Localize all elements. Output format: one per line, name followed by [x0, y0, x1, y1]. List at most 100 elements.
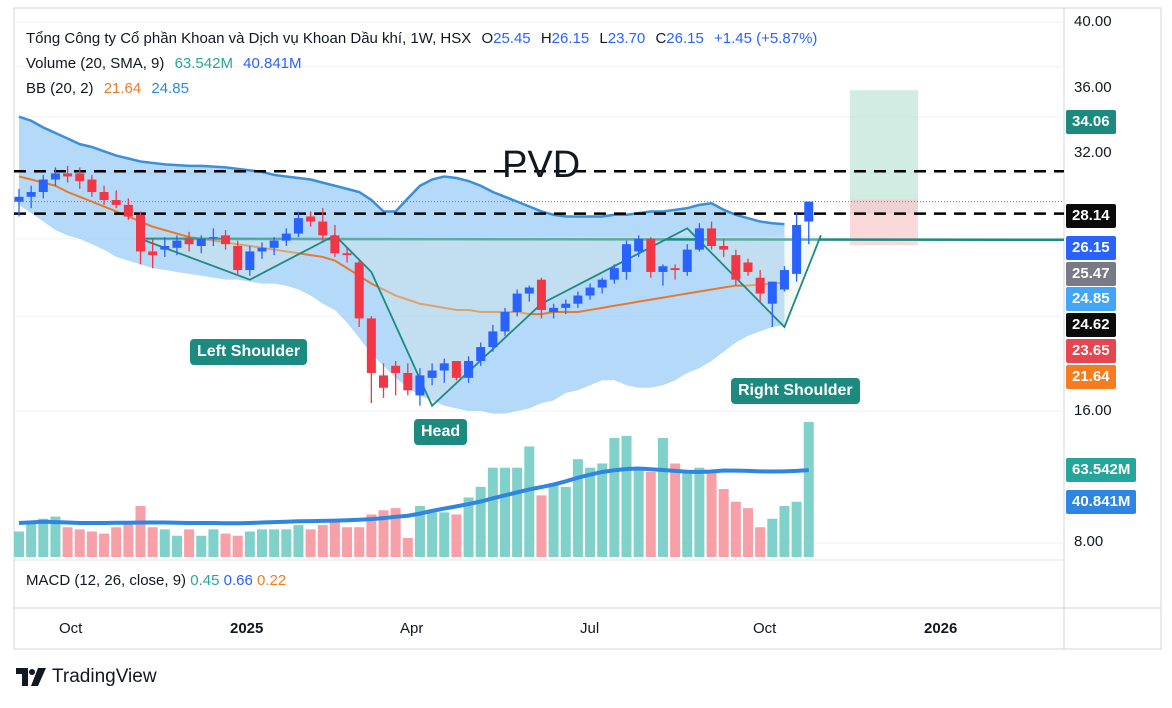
- bb-basis-value: 21.64: [103, 80, 142, 97]
- volume-sma-value: 40.841M: [243, 55, 302, 72]
- candle-body: [658, 266, 668, 272]
- volume-bar: [159, 529, 170, 557]
- symbol-info-line: Tổng Công ty Cổ phần Khoan và Dịch vụ Kh…: [26, 30, 817, 47]
- volume-bar: [354, 527, 365, 557]
- resistance-price-badge: 28.14: [1066, 204, 1116, 228]
- x-tick-label: Oct: [753, 620, 777, 637]
- candle-body: [767, 281, 777, 304]
- y-tick-label: 36.00: [1074, 79, 1112, 96]
- y-tick-label: 16.00: [1074, 402, 1112, 419]
- candle-body: [694, 228, 704, 250]
- volume-bar: [38, 518, 49, 557]
- candle-body: [755, 277, 765, 294]
- open-label: O: [481, 30, 494, 47]
- candle-body: [670, 268, 680, 271]
- volume-bar: [111, 527, 122, 557]
- volume-bar: [390, 508, 401, 557]
- bb-upper-price-badge: 24.85: [1066, 287, 1116, 311]
- candle-body: [379, 375, 388, 388]
- candle-body: [318, 221, 328, 236]
- low-value: 23.70: [607, 30, 646, 47]
- x-tick-label: Oct: [59, 620, 83, 637]
- volume-bar: [451, 514, 462, 557]
- volume-bar: [718, 488, 729, 557]
- y-tick-label: 8.00: [1074, 533, 1104, 550]
- chart-border: [13, 7, 1162, 650]
- candle-body: [196, 238, 206, 247]
- volume-bar: [86, 531, 97, 557]
- candle-body: [160, 246, 170, 250]
- candle-body: [427, 370, 437, 378]
- volume-bar: [171, 535, 182, 557]
- bb-label[interactable]: BB (20, 2): [26, 80, 94, 97]
- volume-bar: [366, 514, 377, 557]
- candle-body: [281, 233, 291, 241]
- candle-body: [148, 251, 158, 256]
- candle-body: [293, 218, 303, 234]
- macd-value: 0.45: [190, 572, 220, 589]
- stop-price-badge: 23.65: [1066, 339, 1116, 363]
- volume-bar: [342, 527, 353, 557]
- macd-label[interactable]: MACD (12, 26, close, 9): [26, 572, 187, 589]
- candle-body: [682, 249, 692, 272]
- volume-bar: [500, 467, 510, 557]
- macd-info-line: MACD (12, 26, close, 9) 0.45 0.66 0.22: [26, 572, 286, 589]
- high-value: 26.15: [551, 30, 590, 47]
- volume-label[interactable]: Volume (20, SMA, 9): [26, 55, 165, 72]
- volume-bar: [560, 486, 571, 557]
- volume-bar: [281, 529, 292, 557]
- candle-body: [476, 347, 486, 361]
- x-tick-label: Apr: [400, 620, 424, 637]
- candle-body: [779, 270, 789, 290]
- volume-bar: [196, 535, 207, 557]
- volume-bar: [329, 520, 340, 557]
- volume-bar: [633, 469, 644, 557]
- volume-info-line: Volume (20, SMA, 9) 63.542M 40.841M: [26, 55, 302, 72]
- candle-body: [38, 179, 48, 193]
- candle-body: [512, 293, 522, 313]
- bb-upper-value: 24.85: [151, 80, 189, 97]
- volume-bar: [135, 505, 146, 557]
- candle-body: [50, 173, 60, 180]
- candle-body: [172, 240, 182, 248]
- candle-body: [536, 279, 546, 310]
- candle-body: [330, 235, 340, 254]
- volume-bar: [62, 527, 73, 557]
- candle-body: [804, 201, 814, 222]
- volume-price-badge: 63.542M: [1066, 458, 1137, 482]
- symbol-title[interactable]: Tổng Công ty Cổ phần Khoan và Dịch vụ Kh…: [26, 30, 472, 47]
- left-shoulder-label[interactable]: Left Shoulder: [190, 339, 308, 365]
- volume-bar: [269, 529, 280, 557]
- open-value: 25.45: [493, 30, 531, 47]
- candle-body: [403, 372, 413, 391]
- candle-body: [634, 238, 644, 252]
- right-shoulder-label[interactable]: Right Shoulder: [731, 378, 860, 404]
- volume-bar: [74, 529, 85, 557]
- x-tick-label: Jul: [580, 620, 600, 637]
- tradingview-logo[interactable]: TradingView: [16, 666, 157, 688]
- volume-bar: [378, 510, 389, 557]
- tradingview-wordmark: TradingView: [52, 666, 157, 687]
- volume-bar: [123, 522, 134, 557]
- volume-bar: [657, 437, 668, 557]
- neckline-price-badge: 25.47: [1066, 262, 1116, 286]
- candle-body: [99, 192, 109, 201]
- volume-bar: [475, 486, 486, 557]
- bollinger-upper-line: [18, 115, 785, 226]
- volume-bar: [463, 497, 474, 557]
- volume-value: 63.542M: [174, 55, 233, 72]
- candle-body: [14, 196, 24, 202]
- volume-bar: [147, 527, 158, 557]
- y-tick-label: 40.00: [1074, 13, 1112, 30]
- volume-bar: [257, 529, 267, 557]
- candle-body: [573, 295, 583, 304]
- candle-body: [549, 307, 559, 313]
- head-label[interactable]: Head: [414, 419, 468, 445]
- close-value: 26.15: [666, 30, 704, 47]
- volume-bar: [585, 467, 596, 557]
- candle-body: [451, 360, 461, 378]
- bollinger-band-fill: [19, 116, 785, 414]
- volume-bar: [730, 501, 741, 557]
